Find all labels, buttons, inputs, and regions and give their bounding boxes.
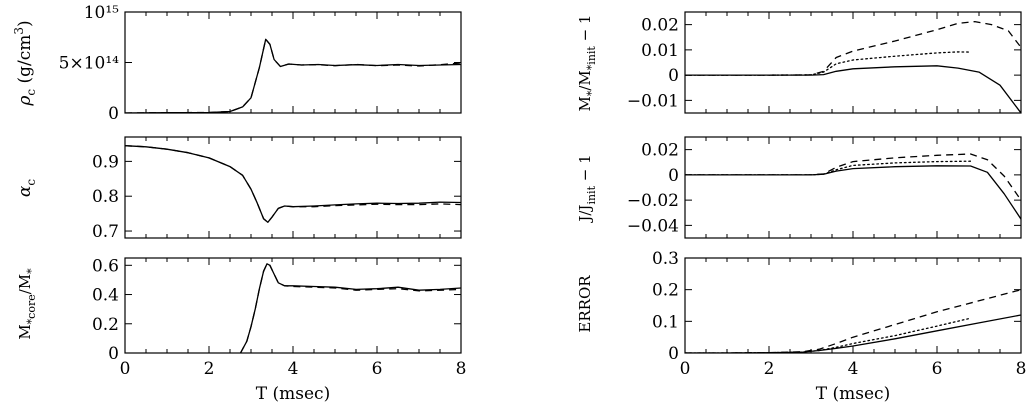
plot-frame <box>684 257 1022 354</box>
x-tick-label: 0 <box>120 359 131 379</box>
y-tick-label: 0.01 <box>641 41 679 61</box>
x-tick-label: 2 <box>764 359 775 379</box>
y-tick-label: 0 <box>108 104 119 124</box>
y-tick-label: 0 <box>668 66 679 86</box>
y-tick-label: 0.9 <box>92 152 119 172</box>
series-group <box>125 145 461 223</box>
svg-text:αc: αc <box>15 179 38 197</box>
series-line-solid <box>239 263 461 353</box>
y-tick-label: 0.02 <box>641 16 679 36</box>
panel-mass: M*/M*init − 1 −0.01 0 0.01 0.02 <box>576 11 1022 114</box>
y-tick-label: −0.04 <box>627 216 679 236</box>
y-tick-label: 0.8 <box>92 187 119 207</box>
svg-text:M*core/M*: M*core/M* <box>16 268 38 340</box>
y-tick-label: 0.2 <box>92 315 119 335</box>
y-tick-label: 0.02 <box>641 141 679 161</box>
ylabel-alpha: αc <box>15 179 38 197</box>
x-tick-label: 8 <box>1016 359 1027 379</box>
y-tick-label: −0.01 <box>627 91 679 111</box>
y-tick-label: −0.02 <box>627 191 679 211</box>
svg-text:ERROR: ERROR <box>576 275 594 333</box>
y-tick-label: 0 <box>668 344 679 364</box>
ylabel-mass: M*/M*init − 1 <box>576 15 598 112</box>
panel-mcore: M*core/M* 0 0.2 0.4 0.6 0 2 4 6 8 T (msec) <box>16 256 466 404</box>
series-line-dotted <box>685 51 972 76</box>
svg-text:M*/M*init − 1: M*/M*init − 1 <box>576 15 598 112</box>
series-group <box>125 38 461 113</box>
series-group <box>239 263 461 353</box>
plot-frame <box>684 11 1022 114</box>
y-tick-label: 0.3 <box>652 249 679 269</box>
x-tick-label: 4 <box>288 359 299 379</box>
series-line-solid <box>125 38 461 113</box>
x-tick-label: 4 <box>848 359 859 379</box>
y-tick-label: 5×10¹⁴ <box>59 54 120 74</box>
x-tick-label: 2 <box>204 359 215 379</box>
y-tick-label: 0.2 <box>652 281 679 301</box>
x-tick-label: 8 <box>456 359 467 379</box>
series-line-dashed <box>685 20 1021 76</box>
y-tick-label: 0.4 <box>92 286 119 306</box>
plot-frame <box>124 136 462 239</box>
series-line-solid <box>685 165 1021 220</box>
series-line-dashed <box>239 263 461 353</box>
svg-text:ρc (g/cm3): ρc (g/cm3) <box>12 20 38 106</box>
series-line-solid <box>685 65 1021 113</box>
y-tick-label: 0.1 <box>652 312 679 332</box>
series-line-dotted <box>685 317 972 353</box>
x-axis-label: T (msec) <box>816 384 890 404</box>
series-line-dashed <box>125 145 461 223</box>
panel-alpha: αc 0.7 0.8 0.9 <box>15 136 462 242</box>
y-tick-label: 0 <box>668 166 679 186</box>
y-tick-label: 0 <box>108 344 119 364</box>
ylabel-angmom: J/Jinit − 1 <box>576 154 598 223</box>
plot-frame <box>124 257 462 354</box>
series-line-dotted <box>685 160 972 176</box>
panel-error: ERROR 0 0.1 0.2 0.3 0 2 4 6 8 T (msec) <box>576 249 1026 404</box>
x-axis-label: T (msec) <box>256 384 330 404</box>
y-tick-label: 0.7 <box>92 222 119 242</box>
plot-frame <box>684 136 1022 239</box>
series-line-solid <box>125 145 461 223</box>
panel-angmom: J/Jinit − 1 −0.04 −0.02 0 0.02 <box>576 136 1022 239</box>
series-line-dashed <box>125 38 461 113</box>
series-group <box>685 153 1021 220</box>
y-tick-label: 0.6 <box>92 256 119 276</box>
x-tick-label: 6 <box>932 359 943 379</box>
x-tick-label: 6 <box>372 359 383 379</box>
series-group <box>685 20 1021 113</box>
x-tick-label: 0 <box>680 359 691 379</box>
ylabel-error: ERROR <box>576 275 594 333</box>
series-line-dashed <box>685 289 1021 353</box>
panel-rho: ρc (g/cm3) 0 5×10¹⁴ 10¹⁵ <box>12 3 462 124</box>
ylabel-rho: ρc (g/cm3) <box>12 20 38 106</box>
svg-text:J/Jinit − 1: J/Jinit − 1 <box>576 154 598 223</box>
series-group <box>685 289 1021 353</box>
plot-frame <box>124 11 462 114</box>
ylabel-mcore: M*core/M* <box>16 268 38 340</box>
y-tick-label: 10¹⁵ <box>84 3 119 23</box>
